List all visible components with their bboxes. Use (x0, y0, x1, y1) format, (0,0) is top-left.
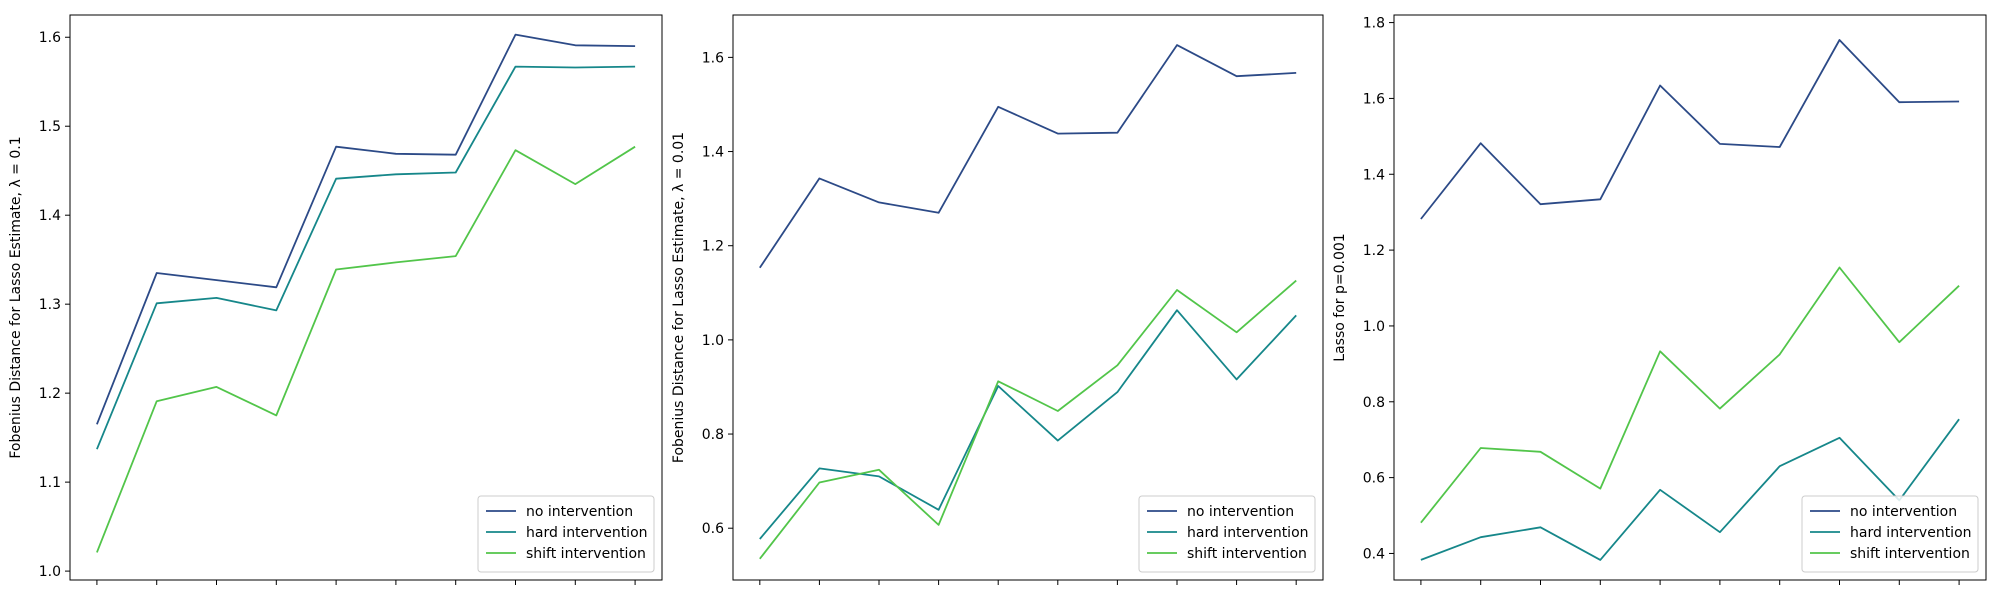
legend-box (1801, 495, 1979, 573)
y-axis-label: Fobenius Distance for Lasso Estimate, λ … (671, 132, 687, 463)
series-line-shift-intervention (96, 145, 636, 553)
y-tick-label: 1.0 (1363, 319, 1385, 335)
y-tick-label: 1.4 (1363, 167, 1385, 183)
plot-frame (69, 14, 663, 581)
y-tick-label: 1.0 (39, 564, 61, 580)
y-tick-label: 1.6 (39, 30, 61, 46)
legend-label: shift intervention (1850, 546, 1970, 562)
series-line-no-intervention (759, 44, 1297, 269)
legend-box (1138, 495, 1316, 573)
y-tick-label: 1.3 (39, 297, 61, 313)
series-line-shift-intervention (759, 279, 1297, 560)
series-line-no-intervention (96, 33, 636, 425)
series-line-shift-intervention (1420, 266, 1960, 524)
legend-label: hard intervention (526, 525, 648, 541)
legend-label: shift intervention (1187, 546, 1307, 562)
plot-frame (1393, 14, 1987, 581)
y-tick-label: 0.8 (1363, 395, 1385, 411)
y-axis-label: Fobenius Distance for Lasso Estimate, λ … (8, 136, 24, 458)
y-tick-label: 1.8 (1363, 16, 1385, 32)
legend-label: no intervention (526, 504, 633, 520)
y-tick-label: 1.5 (39, 119, 61, 135)
legend-label: hard intervention (1187, 525, 1309, 541)
y-tick-label: 1.4 (39, 208, 61, 224)
y-tick-label: 1.0 (702, 333, 724, 349)
subplot-3: 0.4 0.6 0.8 1.0 1.2 1.4 1.6 1.8 Lasso for p=0.00… (1332, 14, 1987, 585)
legend-box (477, 495, 655, 573)
y-tick-label: 1.4 (702, 145, 724, 161)
subplot-2: 0.6 0.8 1.0 1.2 1.4 1.6 Fobenius Distance for … (671, 14, 1324, 585)
legend-label: no intervention (1187, 504, 1294, 520)
y-tick-label: 1.2 (39, 386, 61, 402)
series-line-no-intervention (1420, 39, 1960, 220)
y-tick-label: 0.4 (1363, 546, 1385, 562)
y-tick-label: 1.6 (702, 50, 724, 66)
plot-frame (732, 14, 1324, 581)
legend-label: hard intervention (1850, 525, 1972, 541)
series-line-hard-intervention (96, 65, 636, 450)
y-axis-label: Lasso for p=0.001 (1332, 233, 1348, 361)
legend-label: no intervention (1850, 504, 1957, 520)
series-line-hard-intervention (759, 309, 1297, 540)
series-line-hard-intervention (1420, 418, 1960, 561)
y-tick-label: 1.2 (1363, 243, 1385, 259)
y-tick-label: 1.1 (39, 475, 61, 491)
subplot-1: 1.0 1.1 1.2 1.3 1.4 1.5 1.6 Fobenius Distance f… (8, 14, 663, 585)
legend: no intervention hard intervention shift in… (1138, 495, 1316, 573)
legend: no intervention hard intervention shift in… (1801, 495, 1979, 573)
y-tick-label: 0.6 (1363, 471, 1385, 487)
y-tick-label: 1.2 (702, 239, 724, 255)
y-tick-label: 1.6 (1363, 91, 1385, 107)
y-tick-label: 0.6 (702, 521, 724, 537)
legend: no intervention hard intervention shift in… (477, 495, 655, 573)
y-tick-label: 0.8 (702, 427, 724, 443)
legend-label: shift intervention (526, 546, 646, 562)
